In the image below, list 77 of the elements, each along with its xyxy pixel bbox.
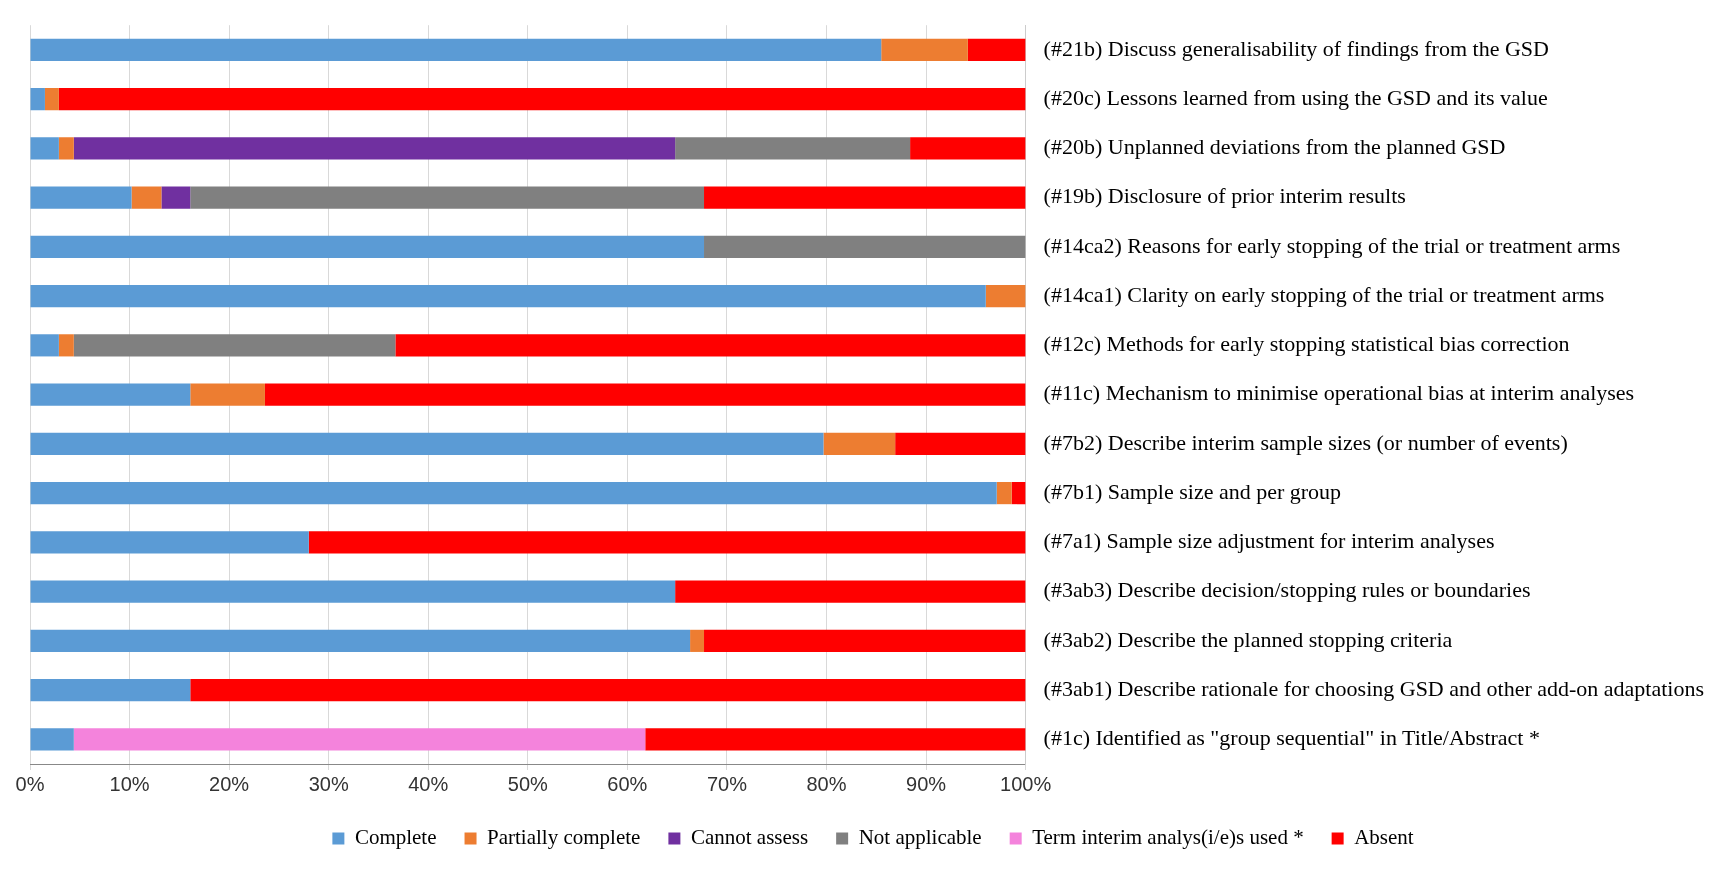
bar [704,235,1026,258]
x-tick-label: 100% [1000,772,1052,795]
bar [73,334,396,357]
bar [30,334,59,357]
x-tick-label: 0% [15,772,45,795]
y-tick-label: (#12c) Methods for early stopping statistical bias correction [1043,331,1570,357]
bar [645,728,1026,751]
bar [910,137,1026,160]
y-tick-label: (#7b1) Sample size and per group [1043,478,1342,504]
x-tick-label: 50% [507,772,549,795]
bar [30,728,74,751]
y-tick-label: (#3ab1) Describe rationale for choosing GSD and other add-on adaptations [1043,675,1705,701]
legend-label: Absent [1354,825,1414,850]
bar [190,186,705,209]
y-tick-label: (#14ca1) Clarity on early stopping of the trial or treatment arms [1043,281,1605,307]
bar [30,482,997,505]
bar [30,285,986,308]
x-tick-label: 60% [607,772,648,795]
bar [190,679,1026,702]
x-tick-label: 40% [408,772,449,795]
bar [58,88,1026,111]
bar [395,334,1026,357]
y-tick-label: (#20c) Lessons learned from using the GSD and its value [1043,84,1548,110]
legend-label: Term interim analys(i/e)s used * [1032,825,1304,850]
bar [264,383,1026,406]
bar [30,88,45,111]
legend-label: Partially complete [487,825,641,850]
legend-label: Not applicable [858,825,982,850]
x-tick-label: 30% [308,772,349,795]
bar [30,629,691,652]
y-tick-label: (#14ca2) Reasons for early stopping of the trial or treatment arms [1043,232,1621,258]
bar [985,285,1026,308]
bar [44,88,59,111]
bar [823,432,896,455]
bar [30,580,676,603]
legend-label: Cannot assess [690,825,809,850]
bar [58,334,74,357]
bar [895,432,1026,455]
bar [308,531,1026,554]
y-tick-label: (#3ab3) Describe decision/stopping rules or boundaries [1043,577,1531,603]
bar [30,235,705,258]
y-tick-label: (#19b) Disclosure of prior interim results [1043,183,1406,209]
y-tick-label: (#21b) Discuss generalisability of findings from the GSD [1043,35,1549,61]
bar [30,531,309,554]
y-tick-label: (#1c) Identified as "group sequential" in Title/Abstract * [1043,725,1540,751]
bar [1011,482,1026,505]
x-tick-label: 90% [906,772,947,795]
bar [967,38,1026,61]
bar [190,383,265,406]
y-tick-label: (#11c) Mechanism to minimise operational bias at interim analyses [1043,380,1635,406]
x-tick-label: 20% [209,772,250,795]
x-tick-label: 80% [806,772,847,795]
bar [30,137,59,160]
bar [690,629,705,652]
bar [131,186,162,209]
bar [30,679,191,702]
y-tick-label: (#20b) Unplanned deviations from the planned GSD [1043,134,1506,160]
bar [30,383,191,406]
y-tick-label: (#3ab2) Describe the planned stopping criteria [1043,626,1453,652]
bar [704,186,1026,209]
bar [73,137,676,160]
bar [996,482,1012,505]
bar [675,580,1026,603]
bar [30,186,132,209]
y-tick-label: (#7a1) Sample size adjustment for interim analyses [1043,528,1495,554]
bar [58,137,74,160]
bar [73,728,646,751]
x-tick-label: 70% [706,772,748,795]
y-tick-label: (#7b2) Describe interim sample sizes (or number of events) [1043,429,1568,455]
bar [30,432,824,455]
legend-label: Complete [354,825,437,850]
bar [161,186,191,209]
bar [881,38,968,61]
bar [30,38,882,61]
bar [675,137,911,160]
bar [704,629,1026,652]
x-tick-label: 10% [109,772,150,795]
